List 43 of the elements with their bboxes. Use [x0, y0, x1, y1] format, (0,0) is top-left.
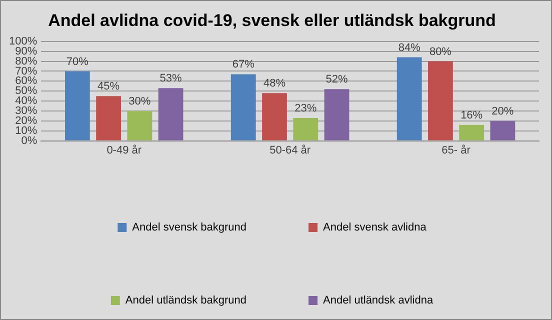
data-label: 45% [98, 80, 120, 93]
bar [262, 93, 287, 140]
data-label: 30% [128, 96, 151, 108]
y-tick-label: 80% [15, 55, 38, 68]
data-label: 53% [160, 72, 182, 85]
y-tick-label: 50% [15, 85, 38, 98]
data-label: 70% [66, 56, 89, 68]
y-tick-label: 60% [15, 75, 38, 88]
bar [324, 89, 350, 140]
x-tick-label: 65- år [442, 144, 471, 156]
bar [230, 74, 256, 140]
bar [96, 96, 121, 140]
y-tick-label: 30% [15, 105, 38, 118]
bar [459, 124, 484, 140]
y-tick-label: 0% [21, 134, 38, 147]
legend-label: Andel utländsk avlidna [323, 294, 434, 307]
x-tick-label: 50-64 år [270, 144, 311, 156]
data-label: 16% [460, 109, 483, 122]
chart-title: Andel avlidna covid-19, svensk eller utländsk bakgrund [48, 10, 496, 30]
x-tick-label: 0-49 år [106, 144, 142, 156]
bar [428, 61, 453, 140]
data-label: 52% [326, 74, 348, 86]
bar [127, 110, 152, 140]
legend-label: Andel utländsk bakgrund [125, 294, 247, 307]
bar [293, 118, 318, 140]
y-tick-label: 20% [15, 114, 38, 127]
y-tick-label: 100% [8, 35, 38, 48]
data-label: 67% [232, 58, 255, 71]
bar [64, 71, 90, 140]
data-label: 23% [294, 102, 317, 114]
data-label: 20% [492, 105, 514, 118]
y-tick-label: 90% [15, 45, 38, 58]
bar [490, 120, 516, 140]
legend-label: Andel svensk bakgrund [132, 222, 247, 234]
y-tick-label: 10% [15, 124, 38, 137]
data-label: 84% [398, 42, 421, 54]
data-label: 48% [263, 78, 286, 90]
bar [396, 57, 422, 140]
legend-label: Andel svensk avlidna [323, 222, 428, 234]
bar [158, 88, 184, 140]
data-label: 80% [429, 46, 452, 58]
y-tick-label: 40% [15, 95, 38, 108]
y-tick-label: 70% [15, 65, 38, 78]
